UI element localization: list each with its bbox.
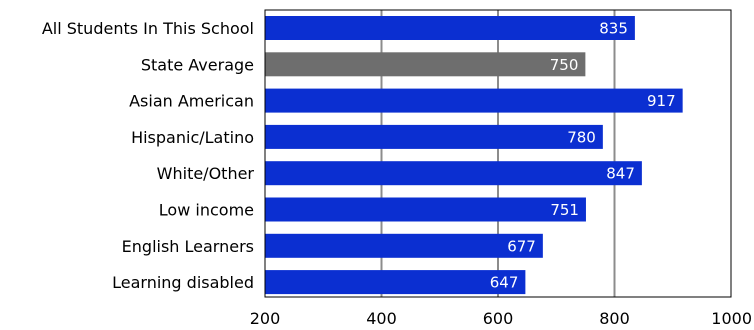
value-label: 917 [647,92,676,110]
x-tick-label: 200 [250,309,281,328]
category-label: Low income [159,201,254,220]
value-label: 835 [599,20,628,38]
bar [265,124,603,149]
value-label: 677 [507,237,536,255]
x-tick-labels: 200 400 600 800 1000 [250,309,752,328]
value-label: 780 [567,128,596,146]
category-label: White/Other [157,164,255,183]
value-label: 750 [550,56,579,74]
category-label: Hispanic/Latino [131,128,254,147]
value-label: 751 [550,201,579,219]
bar [265,233,543,258]
category-label: English Learners [122,237,254,256]
plot-frame [264,9,732,298]
x-tick-label: 1000 [711,309,752,328]
value-label: 647 [490,274,519,292]
category-label: Asian American [129,92,254,111]
bar [265,16,635,40]
x-tick-label: 400 [366,309,397,328]
category-label: All Students In This School [42,19,254,38]
bar [265,52,586,77]
bar [265,161,642,186]
category-label: State Average [141,55,254,74]
value-labels: 835 750 917 780 847 751 677 647 [490,20,676,292]
bar [265,197,586,222]
category-labels: All Students In This School State Average… [42,19,255,292]
bar [265,88,683,113]
x-tick-label: 600 [483,309,514,328]
bar [265,270,526,295]
category-label: Learning disabled [112,273,254,292]
x-tick-label: 800 [599,309,630,328]
value-label: 847 [606,165,635,183]
bars [265,16,683,295]
